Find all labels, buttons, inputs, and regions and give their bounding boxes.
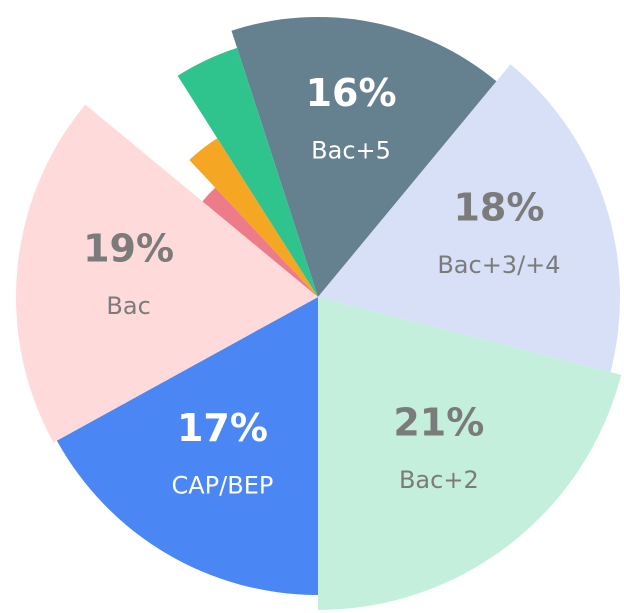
slice-percent: 21% (393, 400, 484, 444)
pie-slice (318, 297, 622, 610)
slice-percent: 16% (306, 71, 397, 115)
pie-slice (318, 64, 620, 373)
slice-percent: 17% (177, 406, 268, 450)
slice-percent: 19% (83, 227, 174, 271)
pie-slice (177, 47, 318, 297)
slice-percent: 18% (453, 186, 544, 230)
slice-label: CAP/BEP (172, 472, 274, 500)
slice-label: Bac (106, 292, 150, 320)
pie-slice (202, 187, 318, 297)
pie-slice (189, 138, 318, 297)
slice-label: Bac+2 (399, 466, 479, 494)
pie-slice (231, 16, 497, 297)
slice-label: Bac+3/+4 (437, 251, 560, 279)
pie-slice (56, 297, 319, 595)
pie-slice (16, 104, 319, 443)
slice-label: Bac+5 (311, 137, 391, 165)
